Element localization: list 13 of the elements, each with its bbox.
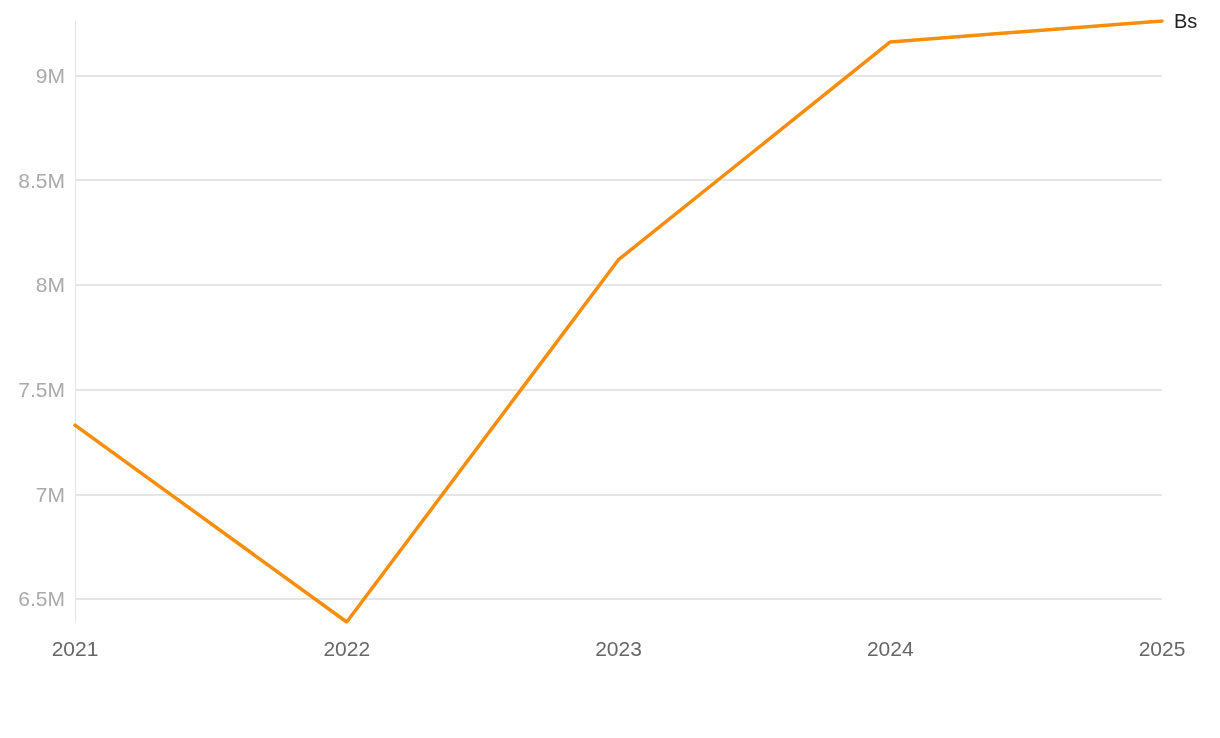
x-tick-label: 2025 — [1138, 637, 1186, 660]
y-tick-label: 8.5M — [18, 168, 65, 192]
y-tick-label: 7.5M — [18, 378, 65, 402]
y-tick-label: 8M — [35, 273, 65, 297]
y-tick-label: 9M — [35, 63, 65, 87]
y-tick-label: 7M — [35, 482, 65, 506]
x-tick-label: 2024 — [866, 637, 914, 660]
x-tick-label: 2021 — [51, 637, 99, 660]
line-series — [73, 19, 1164, 624]
x-tick-label: 2023 — [595, 637, 642, 660]
series-label: Bs — [1174, 10, 1198, 32]
x-tick-label: 2022 — [323, 637, 371, 660]
y-tick-label: 6.5M — [18, 587, 65, 611]
